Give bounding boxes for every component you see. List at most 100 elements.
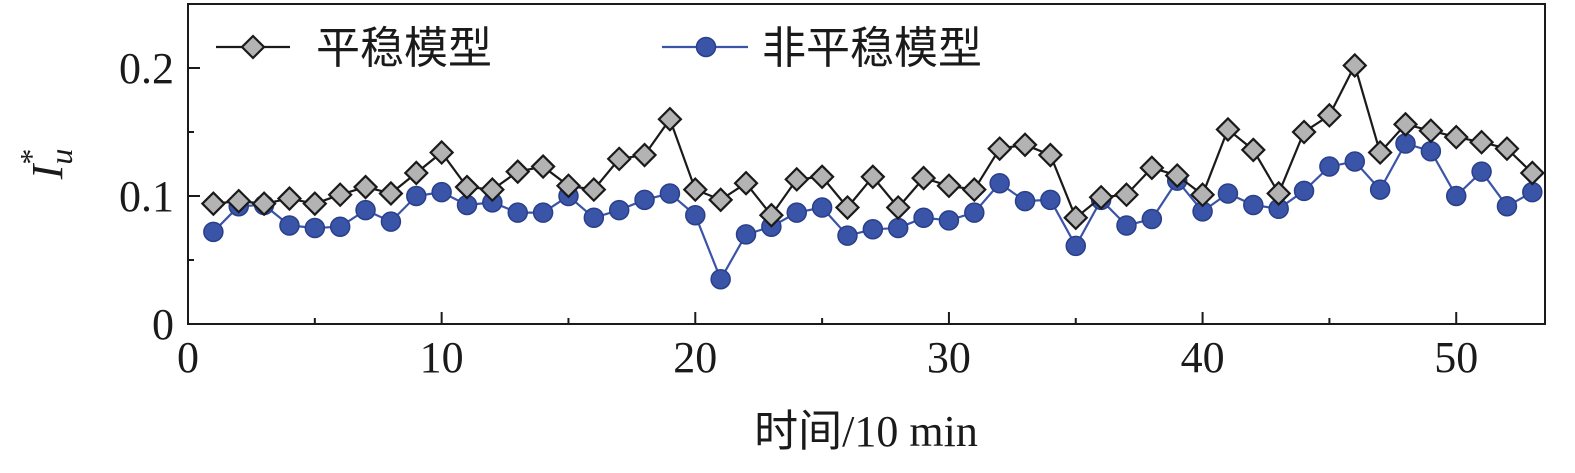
data-point xyxy=(911,165,937,191)
data-point xyxy=(530,154,556,180)
data-point xyxy=(302,191,328,217)
data-point xyxy=(200,191,226,217)
data-point xyxy=(329,216,351,237)
x-tick-label: 40 xyxy=(1181,333,1225,382)
data-point xyxy=(834,194,861,221)
series-nonstationary xyxy=(203,133,1543,290)
data-point xyxy=(1116,215,1137,236)
data-point xyxy=(1342,52,1368,78)
data-point xyxy=(1420,140,1442,162)
data-point xyxy=(1367,139,1393,166)
data-point xyxy=(961,177,987,203)
data-point xyxy=(1344,151,1366,172)
data-point xyxy=(507,202,528,223)
data-point xyxy=(659,183,681,204)
data-point xyxy=(708,187,734,213)
x-tick-label: 20 xyxy=(673,333,717,382)
data-point xyxy=(304,217,326,239)
data-point xyxy=(251,191,277,217)
data-point xyxy=(1445,185,1467,207)
data-point xyxy=(862,219,884,240)
data-point xyxy=(758,202,784,228)
data-point xyxy=(1240,137,1266,163)
data-point xyxy=(352,174,379,200)
data-point xyxy=(1190,182,1216,208)
data-point xyxy=(583,207,605,229)
x-tick-label: 50 xyxy=(1434,333,1478,382)
legend-label: 平稳模型 xyxy=(316,24,492,73)
data-point xyxy=(1139,155,1165,181)
data-point xyxy=(479,177,505,203)
data-point xyxy=(938,210,960,231)
data-point xyxy=(555,173,582,199)
data-point xyxy=(657,106,683,132)
data-point xyxy=(505,159,531,185)
data-point xyxy=(1164,162,1190,189)
legend-marker xyxy=(240,34,266,60)
data-point xyxy=(989,172,1010,194)
data-point xyxy=(378,180,404,206)
data-point xyxy=(608,199,630,221)
data-point xyxy=(784,166,810,192)
data-point xyxy=(735,224,757,245)
data-point xyxy=(226,188,252,214)
data-point xyxy=(1266,180,1292,206)
data-point xyxy=(1012,132,1038,158)
data-point xyxy=(1113,182,1140,208)
data-point xyxy=(1293,180,1315,202)
data-point xyxy=(887,217,909,239)
data-point xyxy=(710,268,731,290)
data-point xyxy=(327,182,353,208)
y-axis-title-main: I xyxy=(23,162,72,180)
series-layer xyxy=(200,52,1545,290)
y-tick-label: 0.2 xyxy=(119,44,174,93)
data-point xyxy=(1014,190,1036,212)
data-point xyxy=(406,185,427,207)
data-point xyxy=(454,174,480,200)
y-axis-title-subscript: u xyxy=(43,149,79,165)
data-point xyxy=(837,225,858,246)
data-point xyxy=(1496,195,1518,217)
data-point xyxy=(1443,124,1469,150)
data-point xyxy=(403,160,429,186)
data-point xyxy=(1217,183,1239,204)
x-tick-label: 30 xyxy=(927,333,971,382)
data-point xyxy=(682,177,708,203)
data-point xyxy=(1471,161,1492,182)
data-point xyxy=(203,221,224,243)
data-point xyxy=(1316,102,1342,128)
data-point xyxy=(1215,116,1241,142)
data-point xyxy=(913,207,934,229)
series-stationary xyxy=(200,52,1545,231)
data-point xyxy=(429,139,455,166)
plot-frame xyxy=(187,3,1546,325)
data-point xyxy=(964,202,985,223)
data-point xyxy=(811,197,833,218)
data-point xyxy=(606,146,632,172)
data-point xyxy=(1369,179,1391,200)
legend-label: 非平稳模型 xyxy=(762,24,982,73)
legend-marker xyxy=(695,36,717,58)
data-point xyxy=(786,202,807,223)
data-point xyxy=(685,204,706,226)
data-point xyxy=(885,194,911,221)
y-axis-title-superscript: * xyxy=(13,149,49,165)
data-point xyxy=(860,164,886,190)
data-point xyxy=(380,211,402,232)
data-point xyxy=(1065,235,1087,257)
data-point xyxy=(987,136,1013,162)
data-point xyxy=(1418,118,1444,144)
data-point xyxy=(634,189,655,211)
data-point xyxy=(733,170,759,196)
data-point xyxy=(1040,189,1061,211)
data-point xyxy=(1037,142,1063,168)
data-point xyxy=(431,181,452,203)
data-point xyxy=(1243,194,1264,216)
data-point xyxy=(632,142,658,168)
data-point xyxy=(809,164,835,190)
data-point xyxy=(1291,119,1317,145)
y-tick-label: 0.1 xyxy=(119,172,174,221)
data-point xyxy=(276,186,303,212)
